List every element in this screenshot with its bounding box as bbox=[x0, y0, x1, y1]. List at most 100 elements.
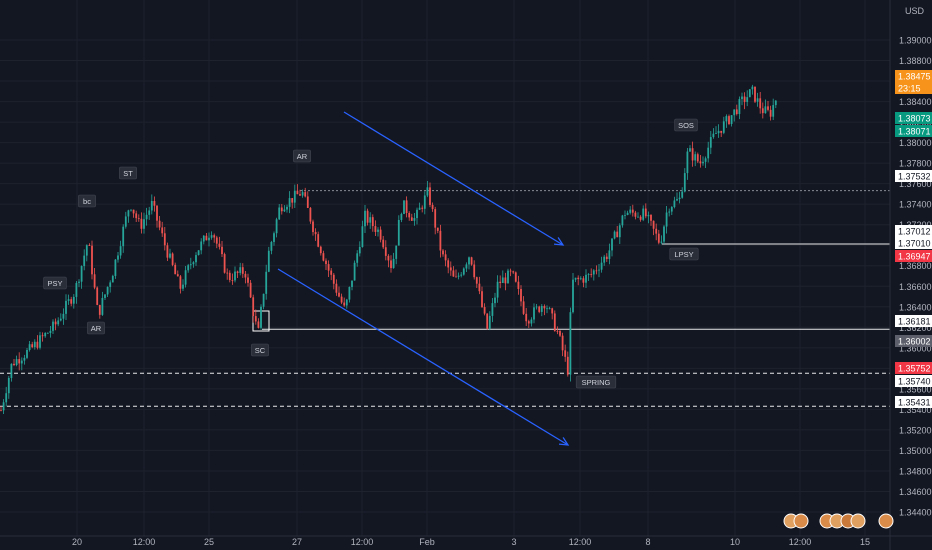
candle-body bbox=[197, 250, 200, 256]
candle-body bbox=[205, 235, 208, 241]
candle-body bbox=[122, 226, 125, 247]
time-axis[interactable]: 20 12:00 25 27 12:00 Feb 3 12:00 8 10 12:00 15 bbox=[0, 535, 932, 547]
price-badge bbox=[895, 70, 932, 82]
x-tick-label: 3 bbox=[511, 537, 516, 547]
candle-body bbox=[626, 212, 629, 215]
event-icon[interactable] bbox=[850, 513, 866, 529]
candle-body bbox=[769, 109, 772, 117]
event-icon[interactable] bbox=[793, 513, 809, 529]
candle-body bbox=[748, 89, 751, 98]
candle-body bbox=[52, 321, 54, 331]
price-badge bbox=[895, 335, 932, 347]
price-badge bbox=[895, 112, 932, 124]
candle-body bbox=[517, 281, 520, 289]
candle-body bbox=[72, 296, 75, 304]
candle-body bbox=[33, 341, 36, 348]
candle-body bbox=[772, 105, 775, 117]
candle-body bbox=[366, 210, 369, 223]
candle-body bbox=[738, 99, 741, 115]
candle-body bbox=[49, 330, 52, 333]
candle-body bbox=[712, 133, 715, 138]
candle-body bbox=[470, 257, 473, 265]
y-tick-label: 1.35200 bbox=[899, 425, 932, 435]
candle-body bbox=[327, 264, 330, 271]
candle-body bbox=[436, 227, 439, 231]
candle-body bbox=[236, 271, 239, 273]
candle-body bbox=[221, 246, 223, 255]
candle-body bbox=[704, 158, 707, 162]
candle-body bbox=[514, 272, 517, 282]
candle-body bbox=[561, 335, 564, 351]
candle-body bbox=[293, 190, 296, 203]
candle-body bbox=[520, 288, 522, 302]
candle-body bbox=[171, 253, 174, 265]
price-badge-label: 1.35740 bbox=[898, 377, 931, 387]
indicator-icons[interactable] bbox=[783, 513, 894, 529]
candle-body bbox=[340, 296, 343, 303]
y-tick-label: 1.37400 bbox=[899, 200, 932, 210]
y-tick-label: 1.38000 bbox=[899, 138, 932, 148]
candle-body bbox=[247, 277, 249, 283]
horizontal-levels bbox=[0, 190, 890, 407]
candle-body bbox=[699, 161, 702, 164]
candle-body bbox=[600, 262, 603, 270]
candle-body bbox=[322, 253, 325, 261]
candle-body bbox=[10, 363, 13, 378]
candle-body bbox=[657, 233, 660, 243]
candle-body bbox=[0, 410, 2, 412]
candle-body bbox=[660, 241, 663, 243]
x-tick-label: 12:00 bbox=[351, 537, 374, 547]
y-tick-label: 1.34800 bbox=[899, 466, 932, 476]
candle-body bbox=[62, 313, 65, 319]
candle-body bbox=[397, 219, 400, 246]
candle-body bbox=[533, 307, 535, 320]
y-tick-label: 1.35600 bbox=[899, 384, 932, 394]
y-tick-label: 1.36400 bbox=[899, 302, 932, 312]
wyckoff-markers: PSY bc ST AR AR SC SOS LPSY SPRING bbox=[43, 118, 699, 389]
candle-body bbox=[668, 211, 671, 213]
candle-body bbox=[312, 221, 314, 233]
candle-body bbox=[741, 96, 743, 100]
level-badge bbox=[895, 170, 932, 182]
candle-body bbox=[598, 269, 600, 271]
candle-body bbox=[592, 270, 595, 275]
candle-body bbox=[676, 199, 678, 201]
candle-body bbox=[127, 210, 130, 217]
candle-body bbox=[605, 256, 608, 259]
price-badge-label: 1.36947 bbox=[898, 252, 931, 262]
candle-body bbox=[717, 130, 720, 134]
candle-body bbox=[387, 255, 390, 261]
wyckoff-marker-box bbox=[78, 194, 96, 208]
candle-body bbox=[702, 161, 704, 164]
candle-body bbox=[663, 226, 665, 242]
candle-body bbox=[460, 274, 463, 276]
candle-body bbox=[431, 204, 434, 210]
candle-body bbox=[481, 291, 483, 308]
candle-body bbox=[548, 308, 551, 310]
candle-body bbox=[507, 270, 509, 284]
candle-body bbox=[673, 200, 676, 208]
candle-body bbox=[275, 219, 278, 234]
candle-body bbox=[15, 359, 18, 365]
candle-body bbox=[26, 349, 28, 358]
candle-body bbox=[36, 341, 39, 348]
wyckoff-marker-label: SPRING bbox=[582, 378, 611, 387]
candle-body bbox=[564, 350, 567, 357]
candle-body bbox=[585, 274, 587, 283]
x-tick-label: 25 bbox=[204, 537, 214, 547]
candle-body bbox=[5, 393, 8, 403]
candle-body bbox=[483, 307, 486, 314]
candle-body bbox=[330, 270, 333, 275]
candle-body bbox=[119, 246, 122, 256]
wyckoff-marker-label: bc bbox=[83, 197, 91, 206]
candle-body bbox=[286, 206, 288, 210]
candle-body bbox=[715, 133, 717, 134]
candle-body bbox=[761, 108, 764, 114]
candle-body bbox=[613, 231, 616, 239]
event-icon[interactable] bbox=[878, 513, 894, 529]
wyckoff-marker-box bbox=[575, 375, 617, 389]
candle-body bbox=[405, 200, 408, 213]
candle-body bbox=[475, 277, 478, 284]
candle-body bbox=[101, 297, 104, 315]
